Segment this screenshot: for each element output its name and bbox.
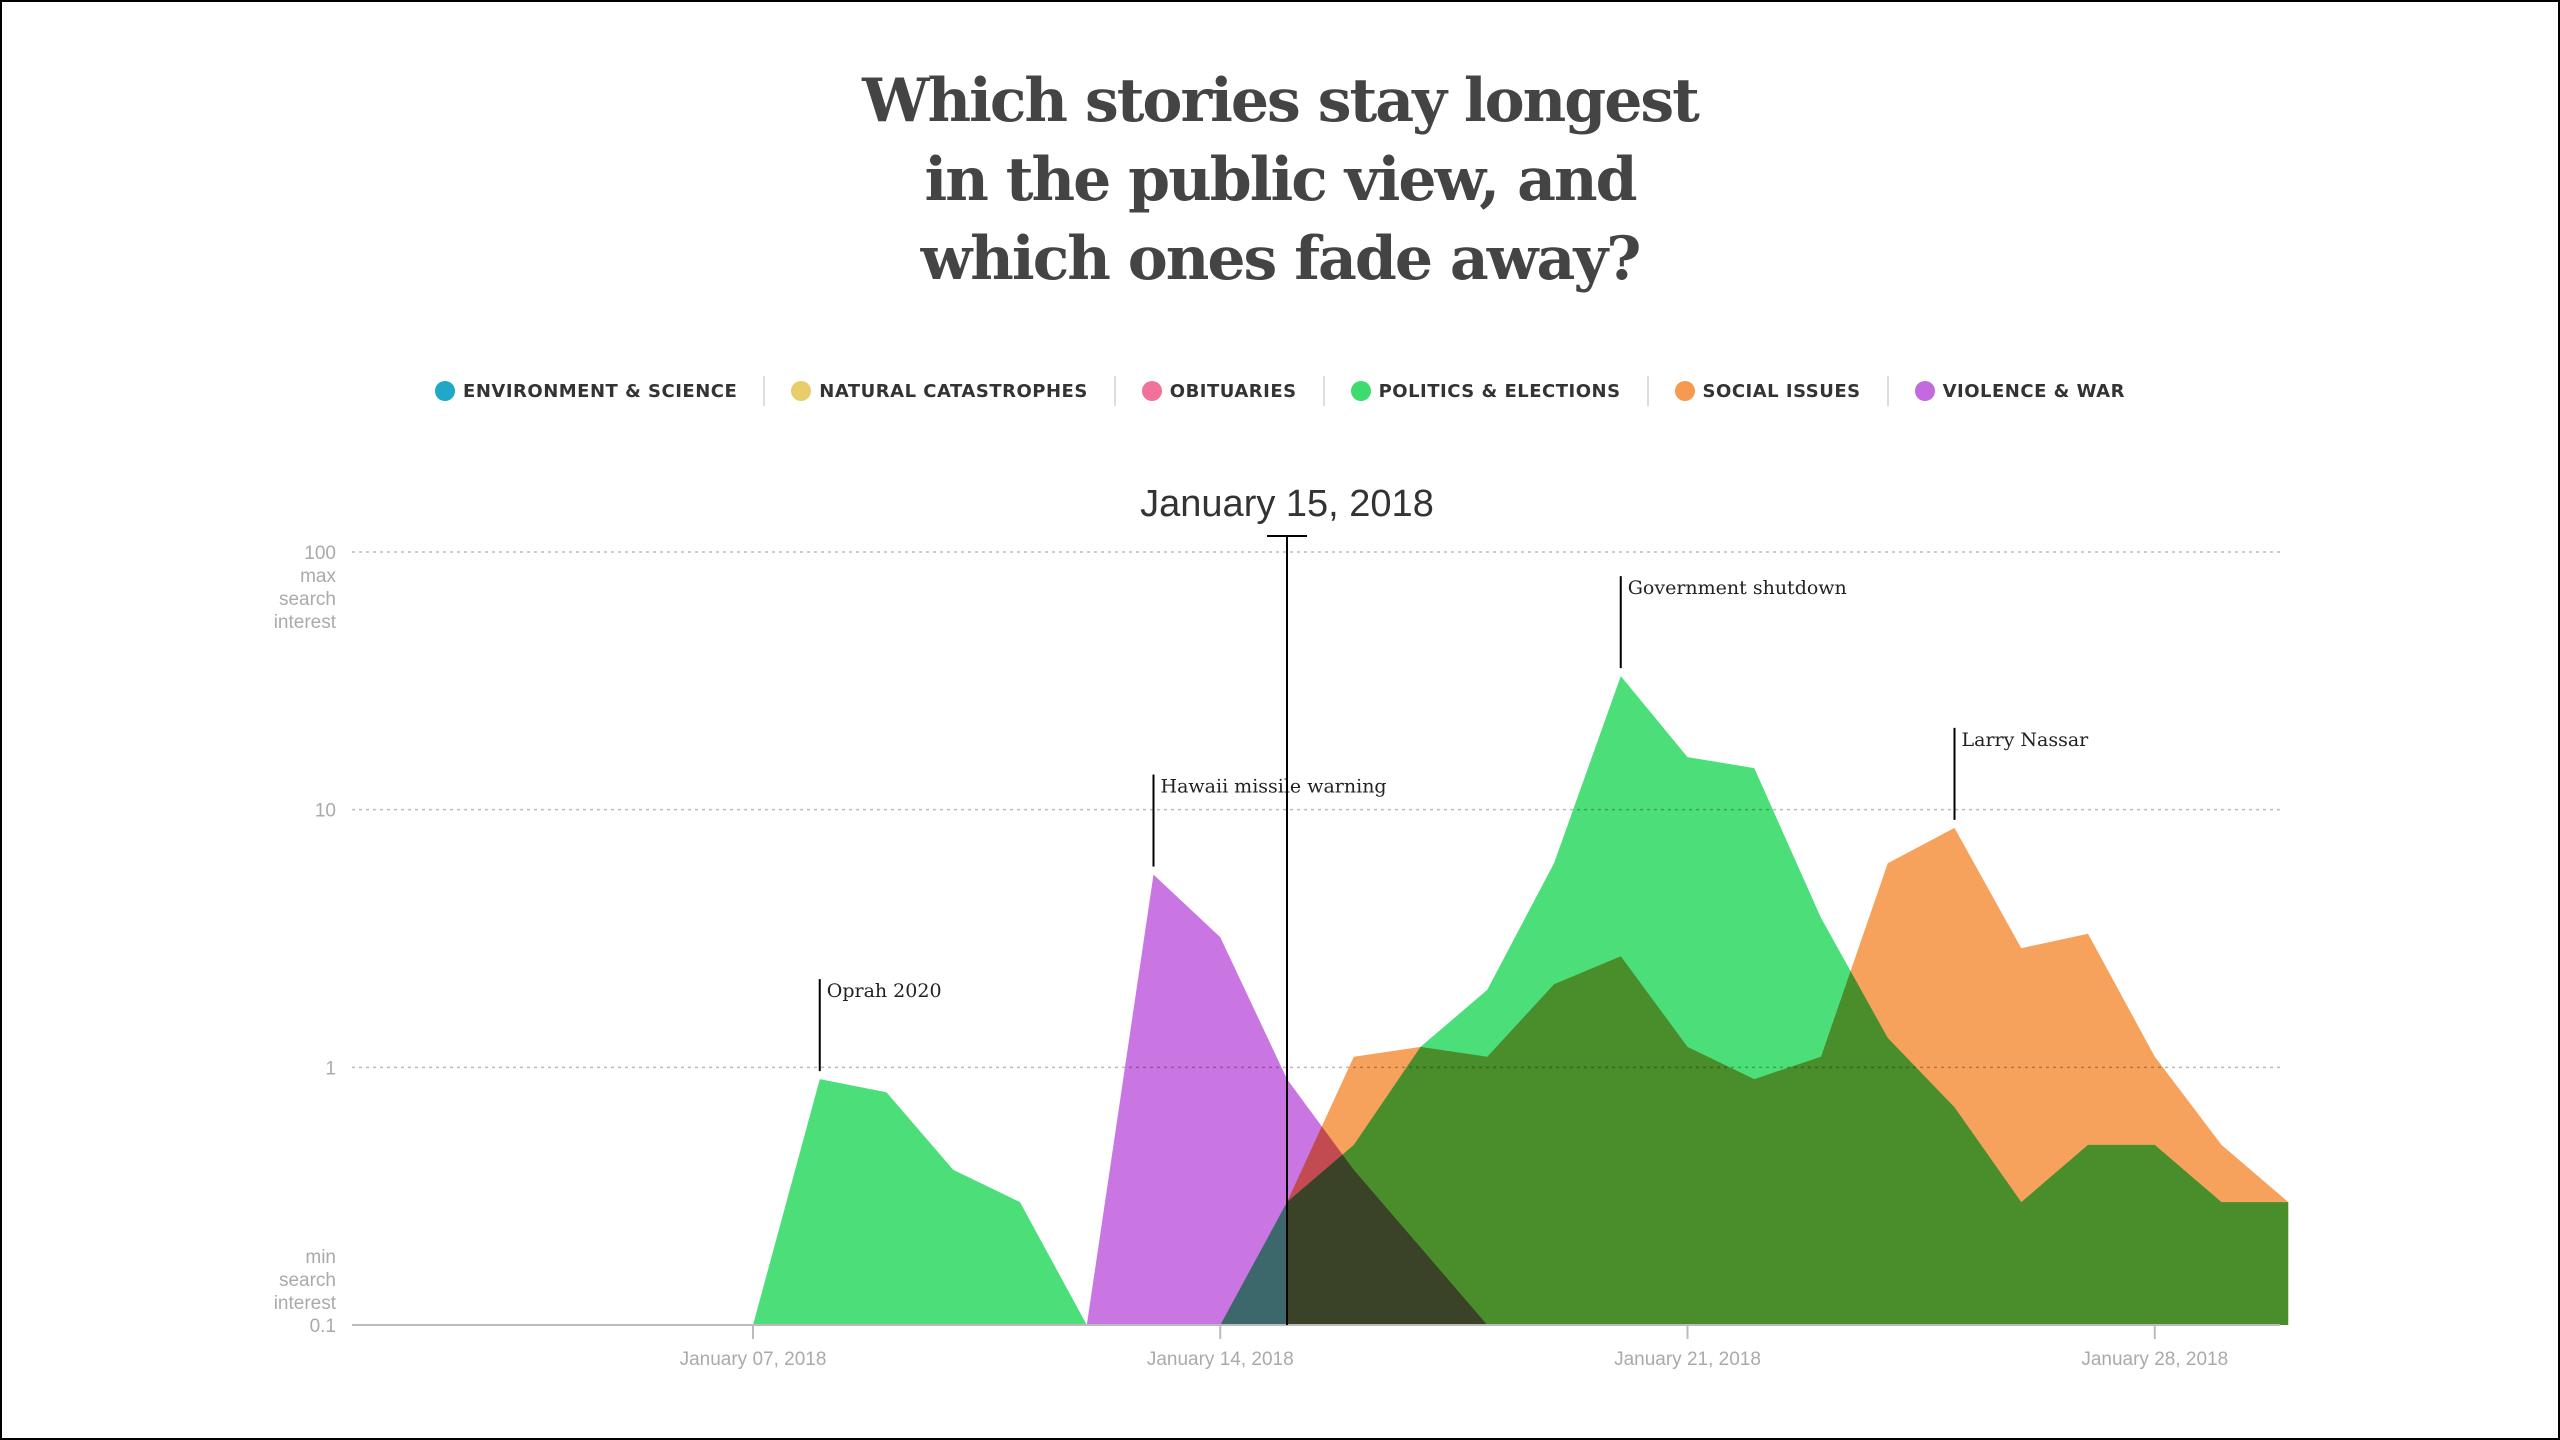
title-line-2: in the public view, and (924, 145, 1637, 215)
y-tick-label: 100 (304, 543, 336, 564)
legend-item-environment-science[interactable]: ENVIRONMENT & SCIENCE (409, 376, 763, 406)
legend-dot-social-issues (1674, 381, 1695, 401)
x-tick-label: January 07, 2018 (680, 1349, 827, 1370)
annotation-label: Hawaii missile warning (1161, 776, 1387, 798)
legend-item-natural-catastrophes[interactable]: NATURAL CATASTROPHES (763, 376, 1114, 406)
legend-label-social-issues: SOCIAL ISSUES (1702, 380, 1861, 402)
legend-label-obituaries: OBITUARIES (1169, 380, 1297, 402)
chart-title: Which stories stay longest in the public… (0, 62, 2560, 299)
y-tick-note: interest (274, 1293, 337, 1314)
legend-dot-violence-war (1914, 381, 1935, 401)
x-tick-label: January 14, 2018 (1147, 1349, 1294, 1370)
legend-label-environment-science: ENVIRONMENT & SCIENCE (463, 380, 738, 402)
legend: ENVIRONMENT & SCIENCE NATURAL CATASTROPH… (0, 376, 2560, 406)
legend-label-natural-catastrophes: NATURAL CATASTROPHES (819, 380, 1088, 402)
annotation-label: Government shutdown (1628, 577, 1847, 599)
title-line-3: which ones fade away? (920, 224, 1642, 294)
legend-label-violence-war: VIOLENCE & WAR (1942, 380, 2125, 402)
date-cursor-label: January 15, 2018 (1140, 483, 1434, 525)
legend-item-obituaries[interactable]: OBITUARIES (1113, 376, 1323, 406)
legend-dot-politics-elections (1350, 381, 1371, 401)
annotation-label: Oprah 2020 (827, 980, 942, 1002)
legend-dot-obituaries (1141, 381, 1162, 401)
y-tick-label: 0.1 (310, 1316, 336, 1337)
y-tick-label: 10 (315, 801, 336, 822)
area-series-politics-elections (753, 1079, 1087, 1325)
legend-item-social-issues[interactable]: SOCIAL ISSUES (1646, 376, 1887, 406)
y-tick-note: min (305, 1247, 336, 1268)
legend-dot-environment-science (435, 381, 456, 401)
y-tick-note: max (300, 566, 336, 587)
y-tick-note: search (279, 589, 336, 610)
x-tick-label: January 28, 2018 (2081, 1349, 2228, 1370)
legend-label-politics-elections: POLITICS & ELECTIONS (1378, 380, 1621, 402)
y-tick-note: search (279, 1270, 336, 1291)
y-tick-label: 1 (325, 1058, 336, 1079)
title-line-1: Which stories stay longest (862, 66, 1700, 136)
x-tick-label: January 21, 2018 (1614, 1349, 1761, 1370)
area-series-politics-elections (1220, 676, 2289, 1325)
legend-dot-natural-catastrophes (791, 381, 812, 401)
annotation-label: Larry Nassar (1962, 729, 2090, 751)
legend-item-politics-elections[interactable]: POLITICS & ELECTIONS (1322, 376, 1647, 406)
legend-item-violence-war[interactable]: VIOLENCE & WAR (1886, 376, 2151, 406)
y-tick-note: interest (274, 612, 337, 633)
